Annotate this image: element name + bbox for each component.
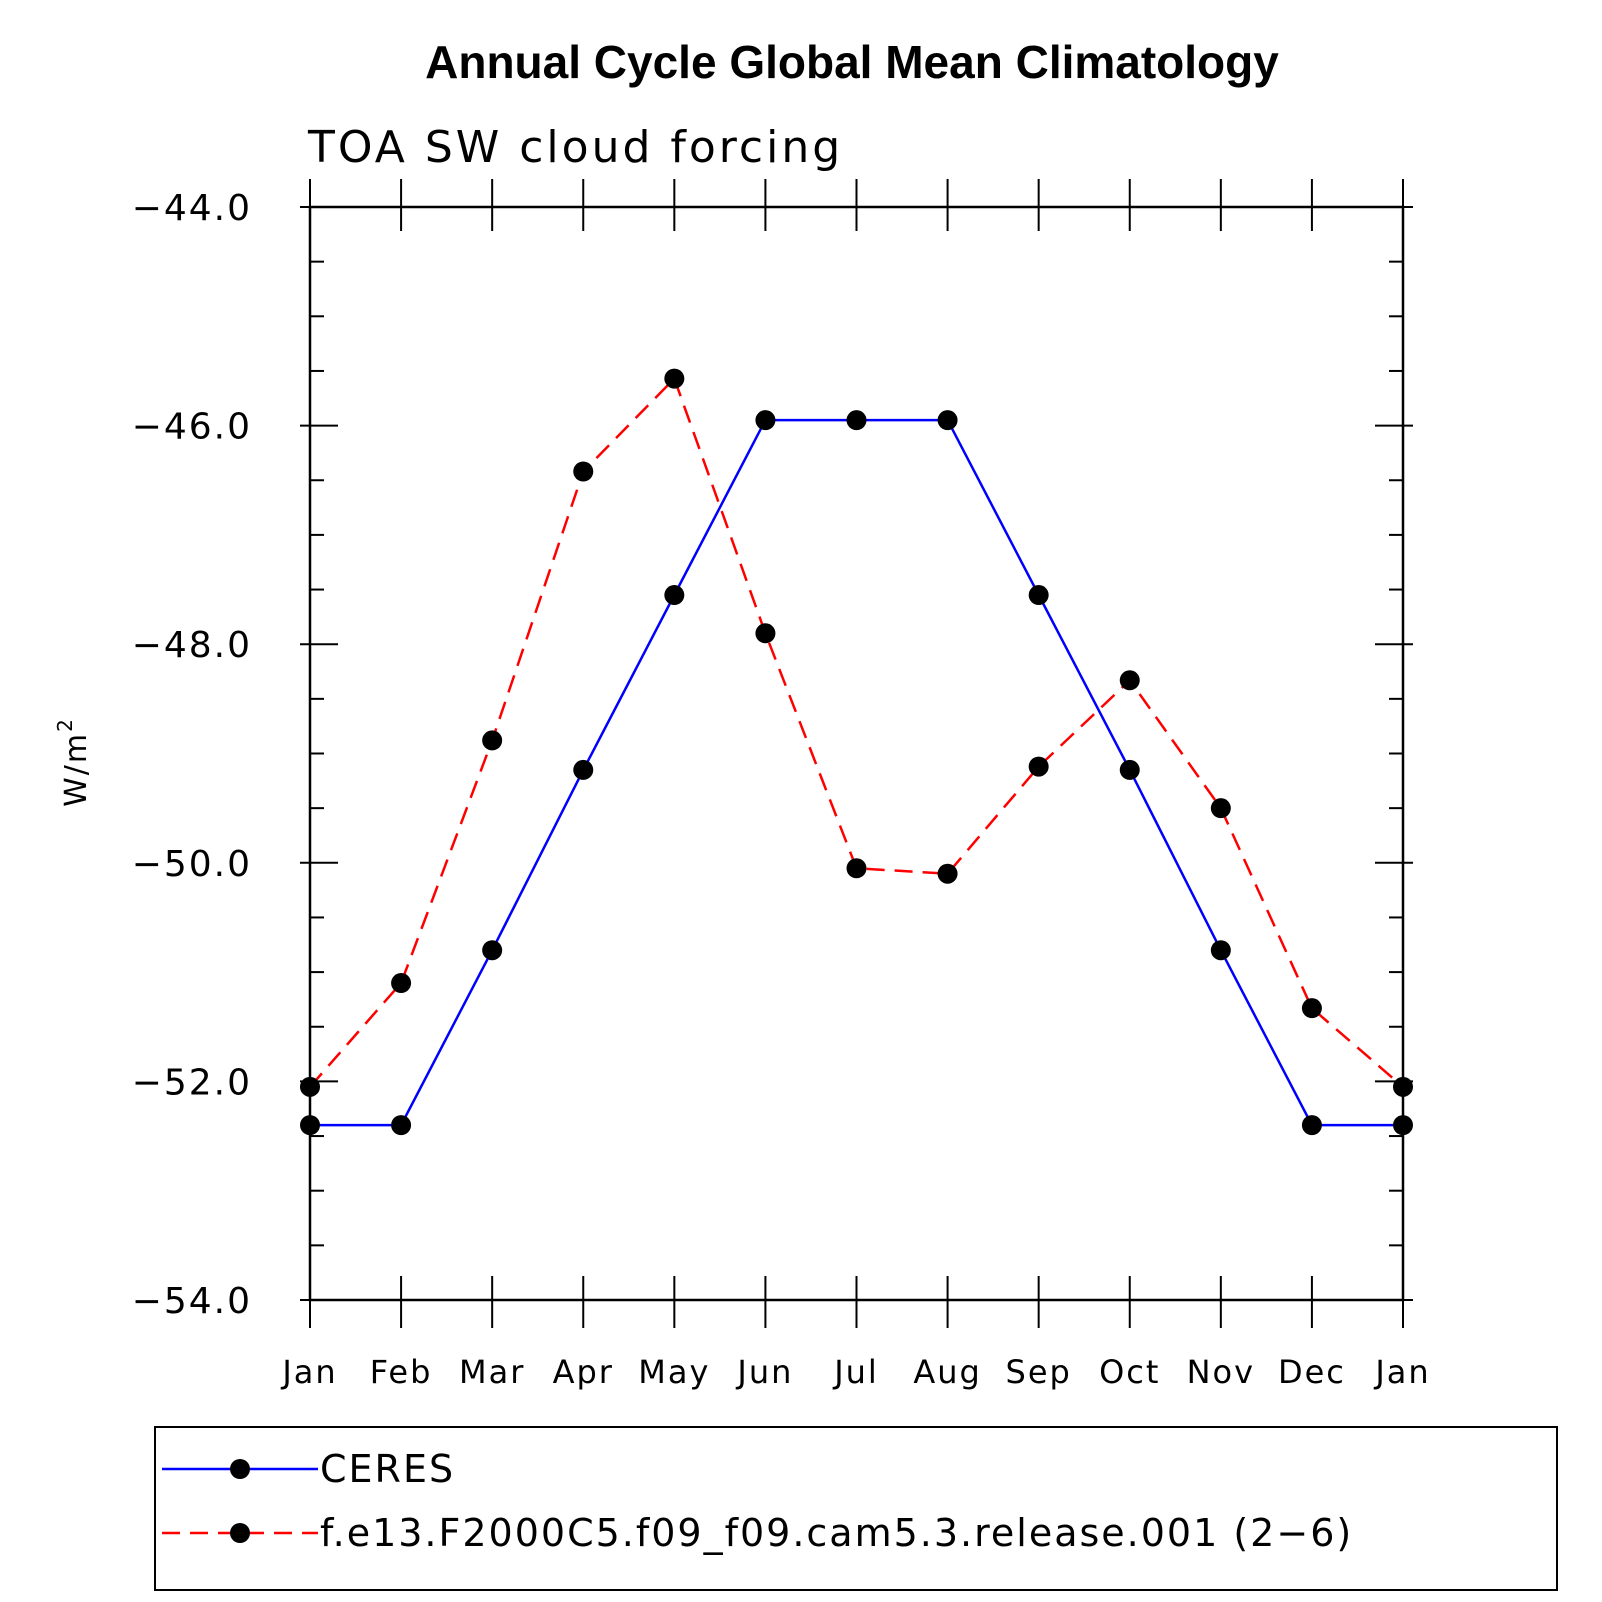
x-axis-ticks: Jan Feb Mar Apr May Jun Jul Aug Sep Oct Nov Dec Jan [280, 179, 1430, 1391]
data-point-series-0 [1119, 759, 1140, 780]
legend-label-ceres: CERES [320, 1447, 455, 1491]
x-tick-label: Sep [1006, 1353, 1072, 1391]
data-point-series-0 [846, 410, 867, 431]
series-line-1 [309, 376, 1404, 1088]
y-axis-label-unit: W/m [59, 732, 94, 807]
legend-label-model: f.e13.F2000C5.f09_f09.cam5.3.release.001… [320, 1511, 1353, 1555]
legend-box [154, 1426, 1558, 1591]
data-point-series-1 [573, 461, 594, 482]
series-line-0 [310, 418, 1403, 1127]
data-point-series-1 [482, 730, 503, 751]
data-point-series-0 [391, 1115, 412, 1136]
data-point-series-0 [482, 940, 503, 961]
legend: CERES f.e13.F2000C5.f09_f09.cam5.3.relea… [154, 1426, 1558, 1591]
data-point-series-1 [1210, 798, 1231, 819]
plot-frame [308, 205, 1405, 1302]
x-tick-label: Jun [735, 1353, 793, 1391]
data-point-series-0 [300, 1115, 320, 1136]
y-tick-label: −50.0 [132, 844, 252, 885]
data-point-series-0 [573, 759, 594, 780]
data-point-series-1 [1119, 670, 1140, 691]
x-tick-label: Jan [1373, 1353, 1430, 1391]
x-tick-label: Jan [280, 1353, 337, 1391]
series-group [300, 368, 1413, 1136]
data-point-series-0 [1210, 940, 1231, 961]
y-axis-label-exponent: 2 [53, 717, 77, 732]
y-tick-label: −54.0 [132, 1281, 252, 1322]
x-tick-label: Mar [459, 1353, 525, 1391]
x-tick-label: Aug [913, 1353, 981, 1391]
data-point-series-1 [391, 973, 412, 994]
data-point-series-0 [664, 585, 685, 606]
x-tick-label: Jul [832, 1353, 879, 1391]
x-tick-label: May [638, 1353, 710, 1391]
data-point-series-1 [755, 623, 776, 644]
x-tick-label: Nov [1187, 1353, 1255, 1391]
data-point-series-0 [1301, 1115, 1322, 1136]
chart-title: Annual Cycle Global Mean Climatology [425, 36, 1279, 88]
data-point-series-1 [1028, 756, 1049, 777]
y-tick-label: −52.0 [132, 1062, 252, 1103]
legend-marker-model [230, 1523, 250, 1543]
data-point-series-1 [1301, 998, 1322, 1019]
y-tick-label: −44.0 [132, 188, 252, 229]
data-point-series-1 [300, 1076, 320, 1097]
data-point-series-1 [846, 858, 867, 879]
y-tick-label: −46.0 [132, 407, 252, 448]
data-point-series-0 [1393, 1115, 1413, 1136]
legend-marker-ceres [230, 1459, 250, 1479]
data-point-series-1 [664, 368, 685, 389]
data-point-series-1 [937, 863, 958, 884]
x-tick-label: Dec [1278, 1353, 1346, 1391]
y-axis-label: W/m2 [53, 717, 94, 807]
data-point-series-0 [937, 410, 958, 431]
data-point-series-0 [1028, 585, 1049, 606]
data-point-series-0 [755, 410, 776, 431]
x-tick-label: Oct [1099, 1353, 1160, 1391]
x-tick-label: Apr [553, 1353, 614, 1391]
data-point-series-1 [1393, 1076, 1413, 1097]
x-tick-label: Feb [370, 1353, 433, 1391]
y-axis-ticks: −44.0 −46.0 −48.0 −50.0 −52.0 −54.0 [132, 188, 1413, 1322]
chart-subtitle: TOA SW cloud forcing [307, 122, 843, 173]
y-tick-label: −48.0 [132, 625, 252, 666]
